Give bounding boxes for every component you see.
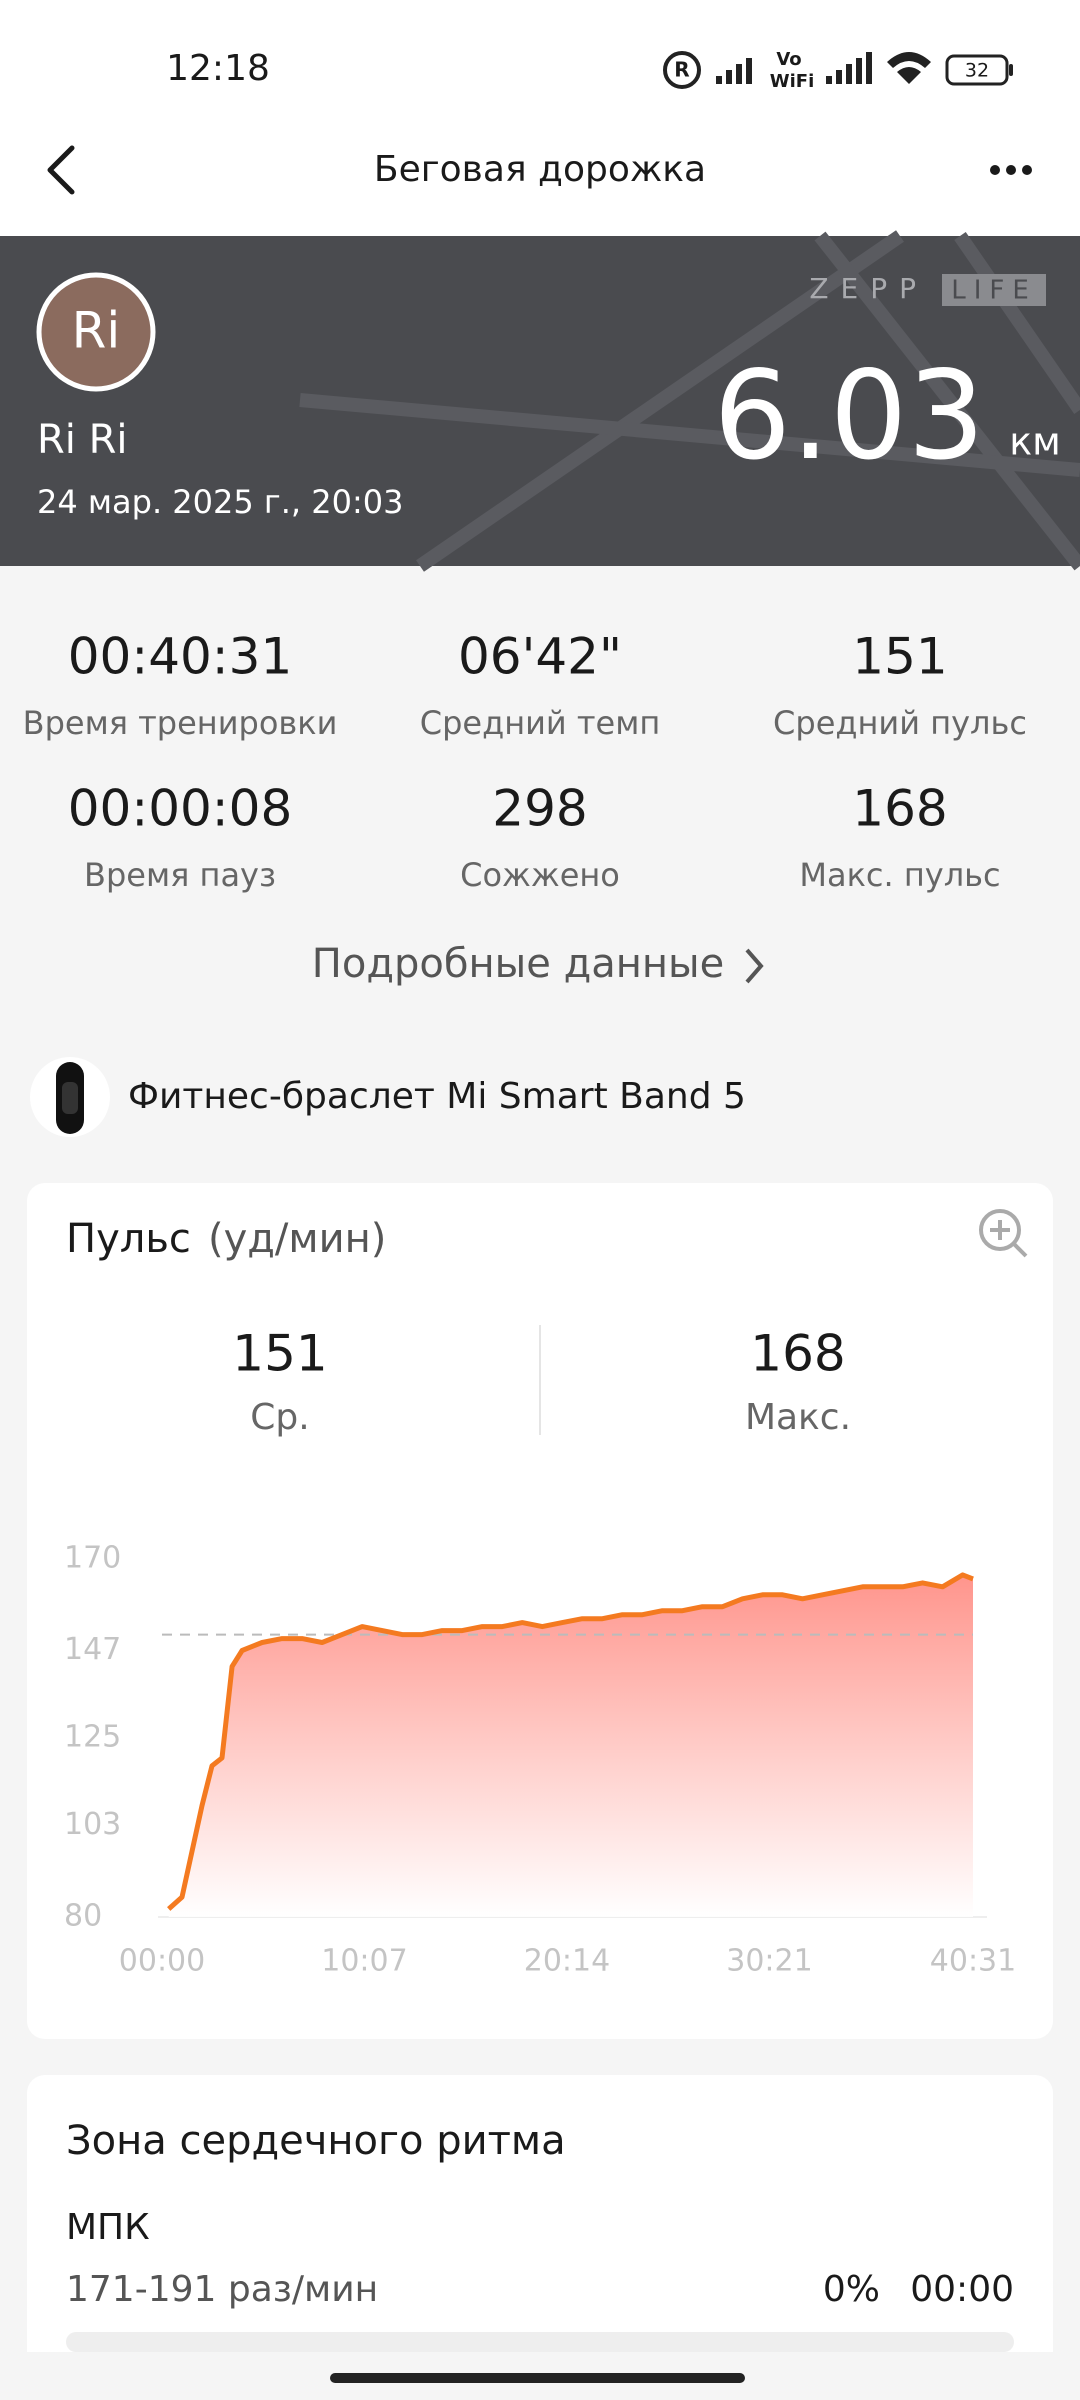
- stat-label: Время пауз: [84, 856, 276, 894]
- stat-value: 06'42": [458, 628, 622, 686]
- back-button[interactable]: [47, 145, 75, 195]
- x-tick-label: 20:14: [524, 1944, 610, 1979]
- stat-label: Время тренировки: [23, 704, 338, 742]
- area: [168, 1574, 973, 1917]
- details-link[interactable]: Подробные данные: [312, 941, 724, 987]
- top-bg: [0, 0, 1080, 236]
- workout-date: 24 мар. 2025 г., 20:03: [37, 483, 403, 521]
- brand-right: LIFE: [951, 276, 1037, 306]
- stat-label: Средний пульс: [773, 704, 1027, 742]
- y-tick-label: 170: [64, 1541, 121, 1576]
- stat-value: 00:40:31: [68, 628, 293, 686]
- summary-value: 151: [232, 1325, 327, 1383]
- zone-title: Зона сердечного ритма: [66, 2118, 566, 2164]
- avatar-initials: Ri: [72, 302, 121, 360]
- x-tick-label: 10:07: [321, 1944, 407, 1979]
- stat-value: 00:00:08: [68, 780, 293, 838]
- summary-label: Макс.: [745, 1397, 851, 1438]
- vowifi-bottom: WiFi: [770, 71, 815, 92]
- summary-value: 168: [750, 1325, 845, 1383]
- pulse-unit: (уд/мин): [208, 1216, 386, 1262]
- device-screen: [62, 1082, 78, 1114]
- home-indicator[interactable]: [330, 2373, 745, 2383]
- y-tick-label: 125: [64, 1720, 121, 1755]
- brand-left: ZEPP: [809, 272, 928, 305]
- zoom-button[interactable]: [979, 1209, 1028, 1258]
- x-tick-label: 30:21: [726, 1944, 812, 1979]
- stat-label: Сожжено: [460, 856, 620, 894]
- zone-time: 00:00: [910, 2269, 1014, 2310]
- stat-value: 298: [492, 780, 587, 838]
- svg-text:R: R: [674, 58, 689, 82]
- banner: [0, 236, 1080, 566]
- zone-name: МПК: [66, 2207, 150, 2248]
- x-tick-label: 00:00: [119, 1944, 205, 1979]
- zone-card: [27, 2075, 1053, 2400]
- status-icons: R: [663, 51, 1013, 89]
- details-chevron[interactable]: [745, 948, 764, 984]
- stat-value: 151: [852, 628, 947, 686]
- y-tick-label: 80: [64, 1899, 102, 1934]
- zone-range: 171-191 раз/мин: [66, 2269, 378, 2310]
- stat-value: 168: [852, 780, 947, 838]
- battery-level: 32: [965, 60, 989, 82]
- x-tick-label: 40:31: [930, 1944, 1016, 1979]
- avatar[interactable]: [36, 272, 156, 392]
- status-time: 12:18: [166, 48, 270, 89]
- zone-percent: 0%: [823, 2269, 880, 2310]
- device-name: Фитнес-браслет Mi Smart Band 5: [128, 1076, 746, 1117]
- distance-unit: км: [1009, 420, 1061, 464]
- header-title: Беговая дорожка: [374, 149, 706, 190]
- line: [167, 1572, 974, 1911]
- stat-label: Средний темп: [420, 704, 661, 742]
- user-name: Ri Ri: [37, 417, 128, 463]
- vowifi-top: Vo: [776, 49, 801, 70]
- distance: 6.03: [713, 345, 985, 487]
- summary-label: Ср.: [250, 1397, 309, 1438]
- stat-label: Макс. пульс: [799, 856, 1000, 894]
- zone-bar: [66, 2332, 1014, 2352]
- y-tick-label: 147: [64, 1632, 121, 1667]
- brand-box: [942, 274, 1046, 306]
- banner-pattern: [299, 230, 1080, 572]
- more-button[interactable]: [990, 165, 1032, 175]
- y-tick-label: 103: [64, 1807, 121, 1842]
- pulse-title: Пульс: [66, 1216, 191, 1262]
